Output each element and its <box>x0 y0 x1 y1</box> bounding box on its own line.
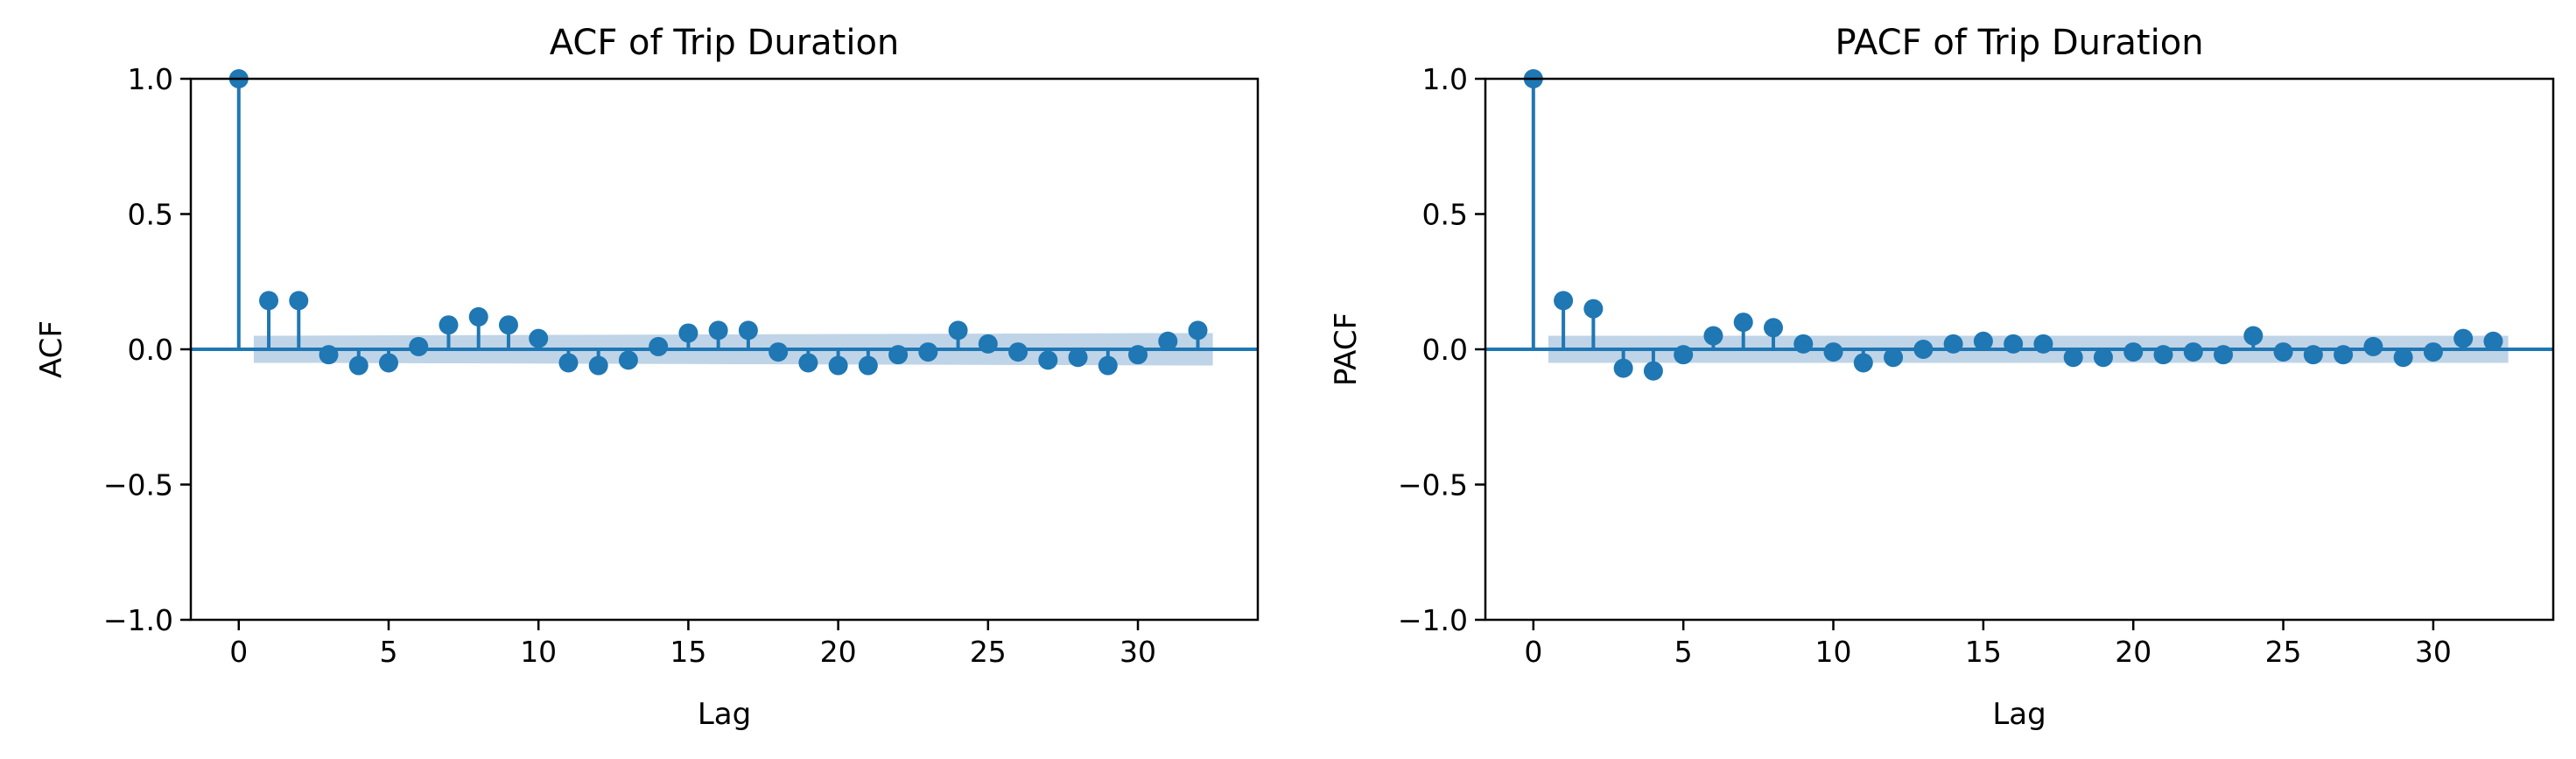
stem-marker <box>1823 342 1843 362</box>
stem-marker <box>1068 348 1088 368</box>
stem-marker <box>649 336 669 356</box>
stem-marker <box>2063 348 2083 368</box>
stem-marker <box>769 342 789 362</box>
stem-marker <box>588 355 608 376</box>
x-tick-label: 20 <box>2115 635 2151 669</box>
x-tick-label: 30 <box>1120 635 1156 669</box>
y-tick-label: −1.0 <box>103 603 173 637</box>
stem-marker <box>708 320 728 341</box>
stem-marker <box>1674 345 1694 365</box>
chart-title: ACF of Trip Duration <box>550 23 900 63</box>
pacf-panel: 0 5 10 15 20 25 30 −1.0 −0.5 0.0 0.5 1.0 PACF of Tri… <box>1329 23 2555 732</box>
stem-marker <box>319 345 339 365</box>
stem-marker <box>618 350 638 370</box>
y-tick-label: 0.0 <box>1422 333 1468 367</box>
stem-marker <box>918 342 938 362</box>
stem-marker <box>498 315 518 335</box>
stem-marker <box>2033 334 2053 354</box>
x-axis-label: Lag <box>698 697 751 732</box>
x-tick-label: 0 <box>229 635 248 669</box>
y-tick-label: −0.5 <box>1398 468 1468 502</box>
stem-marker <box>1128 345 1148 365</box>
chart-title: PACF of Trip Duration <box>1835 23 2203 63</box>
stem-marker <box>1703 326 1723 346</box>
stem-marker <box>2093 348 2113 368</box>
stem-marker <box>1643 361 1663 381</box>
stem-marker <box>2243 326 2264 346</box>
stem-marker <box>1973 331 1993 351</box>
stem-marker <box>1188 320 1208 341</box>
stem-marker <box>1943 334 1963 354</box>
x-tick-label: 15 <box>670 635 706 669</box>
stem-marker <box>1583 299 1604 319</box>
stem-marker <box>1913 340 1934 359</box>
stem-marker <box>1098 355 1118 376</box>
stem-marker <box>468 306 488 327</box>
stem-marker <box>259 291 279 311</box>
acf-panel: 0 5 10 15 20 25 30 −1.0 −0.5 0.0 0.5 1.0 ACF of Trip… <box>34 23 1260 732</box>
x-tick-label: 20 <box>820 635 857 669</box>
x-tick-label: 5 <box>1674 635 1693 669</box>
stem-marker <box>678 323 698 343</box>
stem-marker <box>1793 334 1814 354</box>
stem-marker <box>798 353 818 373</box>
y-tick-label: 1.0 <box>1422 62 1468 96</box>
x-tick-label: 0 <box>1524 635 1542 669</box>
x-tick-label: 10 <box>520 635 557 669</box>
stem-marker <box>2123 342 2144 362</box>
stem-marker <box>348 355 369 376</box>
stem-marker <box>1884 348 1904 368</box>
stem-marker <box>2483 331 2503 351</box>
stem-marker <box>1763 318 1783 338</box>
x-tick-label: 30 <box>2415 635 2452 669</box>
stem-marker <box>1554 291 1574 311</box>
stem-marker <box>828 355 848 376</box>
stem-marker <box>948 320 968 341</box>
stem-marker <box>1008 342 1028 362</box>
y-tick-label: 0.5 <box>1422 198 1468 232</box>
y-tick-label: 0.5 <box>128 198 173 232</box>
x-tick-label: 10 <box>1815 635 1852 669</box>
stem-marker <box>2334 345 2354 365</box>
stem-marker <box>888 345 909 365</box>
stem-marker <box>738 320 758 341</box>
stem-marker <box>1038 350 1058 370</box>
stem-marker <box>2153 345 2173 365</box>
stem-marker <box>1613 358 1633 378</box>
stem-marker <box>2303 345 2323 365</box>
stem-marker <box>858 355 878 376</box>
stem-marker <box>409 336 429 356</box>
stem-marker <box>558 353 579 373</box>
stem-marker <box>2363 336 2383 356</box>
y-tick-label: −0.5 <box>103 468 173 502</box>
stem-marker <box>978 334 998 354</box>
stem-marker <box>1853 353 1873 373</box>
x-tick-label: 5 <box>379 635 397 669</box>
stem-marker <box>2273 342 2293 362</box>
stem-marker <box>378 353 398 373</box>
stem-marker <box>1733 313 1753 333</box>
stem-marker <box>2453 328 2474 348</box>
stem-marker <box>289 291 309 311</box>
x-tick-label: 25 <box>970 635 1007 669</box>
x-tick-label: 25 <box>2265 635 2302 669</box>
stem-marker <box>2004 334 2024 354</box>
y-tick-label: 1.0 <box>128 62 173 96</box>
y-tick-label: 0.0 <box>128 333 173 367</box>
y-tick-label: −1.0 <box>1398 603 1468 637</box>
stem-marker <box>529 328 549 348</box>
stem-marker <box>439 315 459 335</box>
stem-marker <box>2423 342 2443 362</box>
stem-marker <box>2214 345 2234 365</box>
stem-marker <box>2393 348 2413 368</box>
x-tick-label: 15 <box>1965 635 2002 669</box>
x-axis-label: Lag <box>1992 697 2046 732</box>
stem-marker <box>1158 331 1178 351</box>
stem-marker <box>2183 342 2203 362</box>
y-axis-label: ACF <box>34 320 69 378</box>
y-axis-label: PACF <box>1329 313 1364 386</box>
